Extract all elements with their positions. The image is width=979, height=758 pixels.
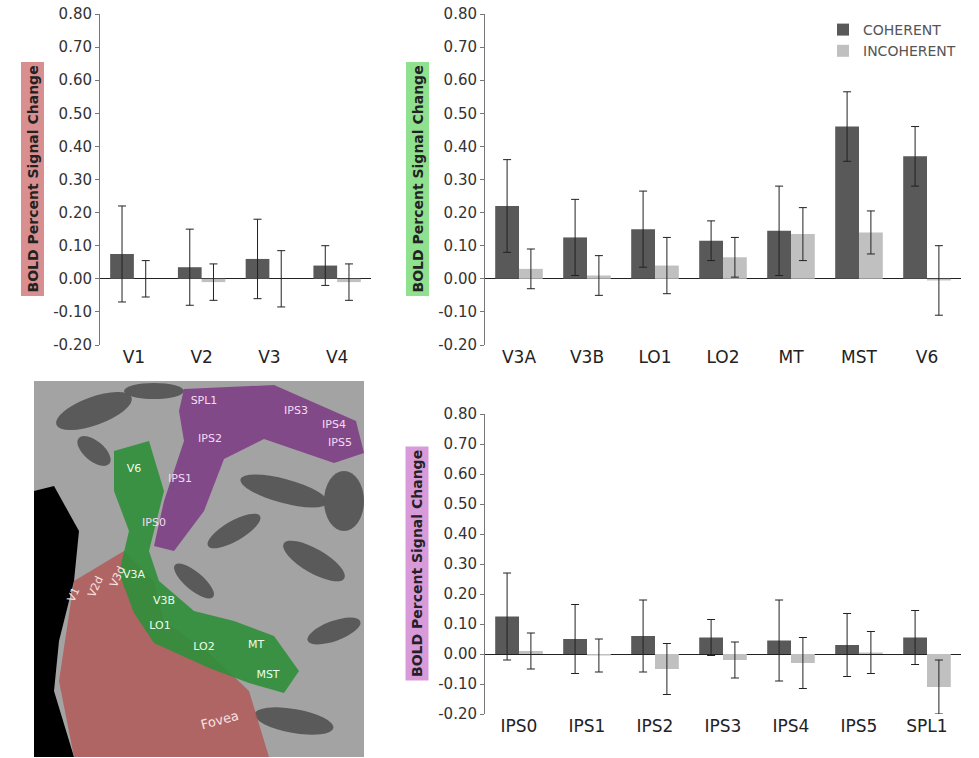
svg-text:V6: V6 — [127, 462, 142, 475]
svg-text:IPS0: IPS0 — [501, 716, 538, 736]
svg-text:V3B: V3B — [153, 594, 175, 607]
svg-text:IPS1: IPS1 — [569, 716, 606, 736]
svg-text:IPS4: IPS4 — [322, 418, 346, 431]
svg-text:V3A: V3A — [502, 347, 536, 367]
svg-text:-0.10: -0.10 — [438, 675, 477, 693]
svg-text:IPS1: IPS1 — [168, 472, 192, 485]
svg-text:IPS3: IPS3 — [705, 716, 742, 736]
svg-text:0.00: 0.00 — [59, 270, 92, 288]
svg-text:0.50: 0.50 — [444, 495, 477, 513]
svg-text:MST: MST — [256, 668, 279, 681]
svg-text:0.60: 0.60 — [444, 71, 477, 89]
svg-text:IPS3: IPS3 — [284, 404, 308, 417]
svg-text:LO1: LO1 — [149, 619, 170, 632]
svg-text:LO1: LO1 — [638, 347, 671, 367]
svg-text:0.80: 0.80 — [444, 405, 477, 423]
svg-text:0.30: 0.30 — [444, 555, 477, 573]
svg-text:0.40: 0.40 — [59, 138, 92, 156]
svg-text:MT: MT — [248, 638, 264, 651]
svg-text:V1: V1 — [123, 347, 145, 367]
svg-text:IPS2: IPS2 — [198, 432, 222, 445]
svg-text:V3A: V3A — [123, 568, 145, 581]
svg-text:V6: V6 — [916, 347, 938, 367]
svg-text:V2: V2 — [190, 347, 212, 367]
svg-text:V2d: V2d — [85, 574, 106, 599]
svg-text:IPS5: IPS5 — [328, 436, 352, 449]
svg-text:-0.10: -0.10 — [53, 303, 92, 321]
svg-text:0.10: 0.10 — [444, 615, 477, 633]
svg-text:0.10: 0.10 — [59, 237, 92, 255]
svg-text:0.20: 0.20 — [444, 204, 477, 222]
svg-text:0.30: 0.30 — [59, 171, 92, 189]
svg-text:0.40: 0.40 — [444, 525, 477, 543]
svg-text:V3B: V3B — [570, 347, 604, 367]
svg-text:IPS4: IPS4 — [773, 716, 810, 736]
svg-text:0.60: 0.60 — [444, 465, 477, 483]
svg-text:0.60: 0.60 — [59, 71, 92, 89]
svg-text:SPL1: SPL1 — [191, 394, 218, 407]
svg-text:V1: V1 — [65, 585, 83, 604]
svg-text:LO2: LO2 — [193, 640, 214, 653]
svg-text:V3: V3 — [258, 347, 280, 367]
svg-text:0.50: 0.50 — [444, 105, 477, 123]
svg-text:0.40: 0.40 — [444, 138, 477, 156]
svg-text:COHERENT: COHERENT — [863, 22, 941, 38]
svg-text:0.30: 0.30 — [444, 171, 477, 189]
svg-text:0.50: 0.50 — [59, 105, 92, 123]
svg-text:INCOHERENT: INCOHERENT — [863, 43, 956, 59]
svg-text:IPS0: IPS0 — [142, 516, 166, 529]
svg-text:MST: MST — [841, 347, 877, 367]
svg-text:0.70: 0.70 — [444, 38, 477, 56]
svg-text:V4: V4 — [326, 347, 348, 367]
svg-text:0.80: 0.80 — [444, 5, 477, 23]
svg-text:0.70: 0.70 — [59, 38, 92, 56]
svg-text:IPS5: IPS5 — [841, 716, 878, 736]
svg-text:Fovea: Fovea — [199, 708, 240, 732]
svg-text:MT: MT — [778, 347, 804, 367]
svg-text:0.10: 0.10 — [444, 237, 477, 255]
svg-text:0.20: 0.20 — [59, 204, 92, 222]
svg-text:BOLD Percent Signal Change: BOLD Percent Signal Change — [25, 65, 41, 292]
svg-text:-0.20: -0.20 — [438, 336, 477, 354]
svg-text:BOLD Percent Signal Change: BOLD Percent Signal Change — [410, 65, 426, 292]
svg-text:V3d: V3d — [107, 564, 128, 589]
svg-text:-0.20: -0.20 — [53, 336, 92, 354]
svg-text:BOLD Percent Signal Change: BOLD Percent Signal Change — [409, 450, 425, 677]
svg-text:SPL1: SPL1 — [906, 716, 947, 736]
svg-text:LO2: LO2 — [706, 347, 739, 367]
svg-text:0.20: 0.20 — [444, 585, 477, 603]
svg-text:-0.20: -0.20 — [438, 705, 477, 723]
svg-text:0.70: 0.70 — [444, 435, 477, 453]
svg-text:0.00: 0.00 — [444, 645, 477, 663]
svg-text:IPS2: IPS2 — [637, 716, 674, 736]
svg-text:0.00: 0.00 — [444, 270, 477, 288]
svg-text:-0.10: -0.10 — [438, 303, 477, 321]
svg-text:0.80: 0.80 — [59, 5, 92, 23]
